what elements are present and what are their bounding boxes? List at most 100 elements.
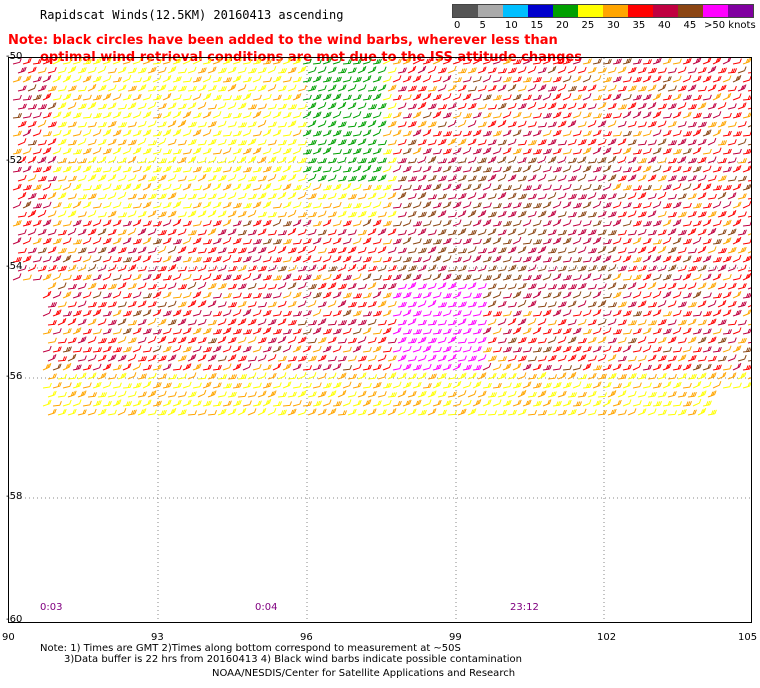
wind-barb bbox=[117, 122, 127, 128]
wind-barb bbox=[337, 84, 347, 92]
wind-barb bbox=[657, 175, 667, 182]
wind-barb bbox=[287, 300, 297, 308]
wind-barb bbox=[652, 363, 662, 371]
wind-barb bbox=[697, 192, 707, 200]
wind-barb bbox=[692, 236, 702, 245]
wind-barb bbox=[612, 237, 622, 245]
wind-barb bbox=[307, 355, 317, 362]
wind-barb bbox=[622, 310, 632, 317]
wind-barb bbox=[402, 202, 412, 209]
wind-barb bbox=[702, 255, 712, 263]
wind-barb bbox=[287, 209, 297, 218]
wind-barb bbox=[692, 94, 702, 101]
wind-barb bbox=[657, 83, 667, 92]
wind-barb bbox=[72, 165, 82, 173]
wind-barb bbox=[592, 327, 602, 335]
wind-barb bbox=[267, 121, 277, 128]
wind-barb bbox=[487, 104, 497, 110]
wind-barb bbox=[487, 337, 497, 344]
wind-barb bbox=[37, 209, 47, 218]
wind-barb bbox=[197, 354, 207, 362]
wind-barb bbox=[512, 93, 522, 101]
wind-barb bbox=[122, 74, 132, 83]
wind-barb bbox=[112, 256, 122, 263]
wind-barb bbox=[532, 290, 542, 299]
wind-barb bbox=[77, 122, 87, 128]
wind-barb bbox=[77, 264, 87, 272]
wind-barb bbox=[287, 247, 297, 254]
wind-barb bbox=[102, 219, 112, 227]
wind-barb bbox=[32, 129, 42, 137]
wind-barb bbox=[202, 92, 212, 101]
wind-barb bbox=[692, 347, 702, 353]
wind-barb bbox=[27, 84, 37, 92]
wind-barb bbox=[547, 66, 557, 74]
wind-barb bbox=[577, 374, 587, 380]
wind-barb bbox=[302, 274, 312, 281]
wind-barb bbox=[57, 67, 67, 74]
wind-barb bbox=[252, 94, 262, 101]
wind-barb bbox=[507, 138, 517, 146]
wind-barb bbox=[302, 255, 312, 263]
wind-barb bbox=[407, 338, 417, 344]
wind-barb bbox=[612, 131, 622, 137]
wind-barb bbox=[112, 184, 122, 191]
wind-barb bbox=[192, 76, 202, 83]
wind-barb bbox=[637, 140, 647, 146]
wind-barb bbox=[522, 219, 532, 227]
wind-barb bbox=[232, 94, 242, 101]
wind-barb bbox=[502, 310, 512, 317]
wind-barb bbox=[157, 318, 167, 326]
wind-barb bbox=[707, 102, 717, 110]
wind-barb bbox=[152, 202, 162, 209]
wind-barb bbox=[717, 67, 727, 74]
wind-barb bbox=[447, 229, 457, 236]
wind-barb bbox=[362, 58, 372, 65]
wind-barb bbox=[702, 148, 712, 155]
wind-barb bbox=[62, 93, 72, 101]
wind-barb bbox=[702, 273, 712, 281]
wind-barb bbox=[717, 264, 727, 272]
wind-barb bbox=[332, 129, 342, 137]
wind-barb bbox=[302, 382, 312, 389]
wind-barb bbox=[267, 408, 277, 416]
wind-barb bbox=[82, 94, 92, 101]
wind-barb bbox=[557, 409, 567, 416]
wind-barb bbox=[427, 246, 437, 254]
wind-barb bbox=[682, 292, 692, 299]
wind-barb bbox=[197, 121, 207, 128]
wind-barb bbox=[342, 166, 352, 173]
wind-barb bbox=[197, 247, 207, 254]
wind-barb bbox=[712, 58, 722, 65]
wind-barb bbox=[27, 140, 37, 146]
chart-title: Rapidscat Winds(12.5KM) 20160413 ascendi… bbox=[40, 8, 344, 22]
wind-barb bbox=[622, 147, 632, 155]
wind-barb bbox=[537, 265, 547, 272]
wind-barb bbox=[177, 301, 187, 308]
wind-barb bbox=[462, 76, 472, 83]
wind-barb bbox=[397, 372, 407, 380]
wind-barb bbox=[212, 220, 222, 227]
wind-barb bbox=[92, 112, 102, 119]
wind-barb bbox=[572, 327, 582, 335]
wind-barb bbox=[287, 391, 297, 398]
wind-barb bbox=[497, 356, 507, 362]
wind-barb bbox=[137, 84, 147, 92]
wind-barb bbox=[267, 354, 277, 362]
wind-barb bbox=[142, 399, 152, 407]
wind-barb bbox=[132, 166, 142, 173]
wind-barb bbox=[737, 102, 747, 110]
wind-barb bbox=[292, 363, 302, 371]
wind-barb bbox=[517, 193, 527, 200]
wind-barb bbox=[22, 75, 32, 83]
wind-barb bbox=[37, 139, 47, 146]
wind-barb bbox=[127, 156, 137, 164]
wind-barb bbox=[637, 355, 647, 362]
wind-barb bbox=[377, 66, 387, 74]
wind-barb bbox=[462, 381, 472, 389]
wind-barb bbox=[422, 363, 432, 371]
wind-barb bbox=[42, 201, 52, 209]
wind-barb bbox=[122, 237, 132, 245]
wind-barb bbox=[242, 382, 252, 389]
wind-barb bbox=[552, 93, 562, 101]
